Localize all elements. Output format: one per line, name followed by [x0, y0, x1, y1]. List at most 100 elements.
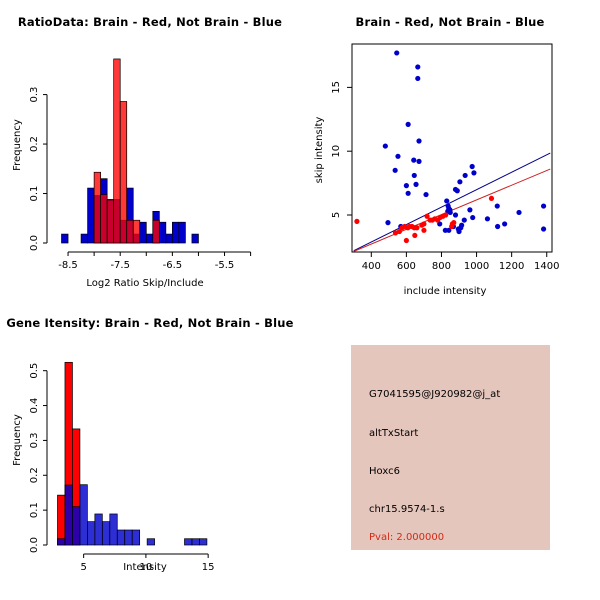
gene-bars: [57, 361, 208, 546]
scatter-xtick-label: 800: [432, 261, 451, 272]
info-probe-id: G7041595@J920982@j_at: [369, 389, 501, 400]
gene-ytick-label: 0.5: [29, 363, 40, 379]
ratio-x-axis: -8.5 -7.5 -6.5 -5.5: [58, 251, 252, 271]
ratio-ytick-label: 0.3: [29, 87, 40, 103]
gene-bar-notbrain: [87, 521, 96, 546]
scatter-point-notbrain: [416, 138, 422, 144]
gene-bar-notbrain: [199, 538, 208, 546]
gene-bar-notbrain: [146, 538, 155, 546]
gene-xtick-label: 15: [202, 562, 215, 573]
ratio-bar-brain: [132, 219, 141, 244]
ratio-xtick-label: -6.5: [163, 260, 183, 271]
gene-bar-notbrain: [64, 484, 73, 546]
scatter-point-notbrain: [411, 157, 417, 163]
scatter-point-notbrain: [385, 220, 391, 226]
scatter-point-notbrain: [405, 190, 411, 196]
panel-ratio-histogram: RatioData: Brain - Red, Not Brain - Blue…: [0, 0, 300, 300]
ratio-bar-notbrain: [172, 221, 180, 244]
ratio-bar-notbrain: [165, 233, 173, 244]
scatter-point-brain: [421, 221, 427, 227]
scatter-point-notbrain: [405, 121, 411, 127]
ratio-ytick-label: 0.1: [29, 186, 40, 202]
info-locus: chr15.9574-1.s: [369, 504, 445, 515]
scatter-fit-line: [353, 152, 551, 252]
scatter-point-notbrain: [454, 188, 460, 194]
scatter-point-brain: [488, 195, 495, 202]
ratio-bar-notbrain: [80, 233, 88, 244]
scatter-point-notbrain: [394, 50, 400, 56]
scatter-ytick-label: 5: [331, 212, 342, 218]
scatter-point-notbrain: [457, 179, 463, 185]
gene-y-axis: 0.0 0.1 0.2 0.3 0.4 0.5: [29, 363, 48, 553]
scatter-point-notbrain: [452, 212, 459, 218]
gene-bar-notbrain: [57, 538, 66, 546]
gene-bar-notbrain: [94, 513, 103, 546]
gene-bar-notbrain: [101, 521, 111, 546]
ratio-bar-notbrain: [178, 221, 186, 244]
ratio-bar-notbrain: [61, 233, 69, 244]
scatter-point-notbrain: [470, 214, 476, 221]
ratio-histogram-title: RatioData: Brain - Red, Not Brain - Blue: [17, 15, 283, 29]
scatter-title: Brain - Red, Not Brain - Blue: [355, 15, 545, 29]
gene-bar-notbrain: [131, 529, 141, 546]
scatter-point-notbrain: [423, 191, 429, 198]
ratio-bars: [61, 58, 199, 244]
scatter-point-notbrain: [415, 64, 421, 70]
gene-info-panel: G7041595@J920982@j_at altTxStart Hoxc6 c…: [351, 345, 550, 550]
gene-histogram-xlabel: Intensity: [123, 562, 167, 573]
scatter-y-axis: 5 10 15: [331, 81, 352, 218]
scatter-point-notbrain: [444, 198, 450, 204]
gene-histogram-title: Gene Itensity: Brain - Red, Not Brain - …: [6, 316, 294, 330]
panel-gene-histogram: Gene Itensity: Brain - Red, Not Brain - …: [0, 300, 300, 600]
gene-bar-notbrain: [72, 506, 81, 546]
scatter-xtick-label: 1200: [499, 261, 524, 272]
ratio-bar-brain: [100, 194, 108, 244]
ratio-bar-brain: [152, 219, 160, 244]
gene-xtick-label: 5: [80, 562, 86, 573]
scatter-point-brain: [451, 220, 457, 226]
ratio-bar-brain: [113, 58, 121, 244]
ratio-bar-brain: [93, 171, 101, 244]
gene-ytick-label: 0.4: [29, 398, 40, 414]
ratio-bar-notbrain: [191, 233, 199, 244]
scatter-xtick-label: 1000: [464, 261, 489, 272]
scatter-point-notbrain: [392, 167, 398, 173]
scatter-point-brain: [414, 225, 420, 231]
scatter-xtick-label: 400: [362, 261, 381, 272]
scatter-point-notbrain: [471, 170, 477, 176]
ratio-bar-brain: [126, 219, 134, 244]
ratio-bar-notbrain: [87, 187, 95, 244]
gene-bar-notbrain: [116, 529, 126, 546]
scatter-point-notbrain: [447, 209, 453, 216]
gene-xtick-label: 10: [140, 562, 153, 573]
scatter-point-notbrain: [516, 209, 522, 216]
gene-bar-notbrain: [124, 529, 133, 546]
scatter-point-notbrain: [403, 183, 409, 189]
gene-ytick-label: 0.1: [29, 502, 40, 518]
scatter-point-notbrain: [469, 163, 475, 170]
scatter-ytick-label: 15: [331, 81, 342, 94]
scatter-point-brain: [403, 237, 409, 244]
scatter-point-notbrain: [540, 203, 547, 209]
scatter-point-notbrain: [446, 227, 452, 233]
gene-x-axis: 5 10 15: [80, 553, 215, 573]
scatter-point-notbrain: [416, 158, 422, 164]
gene-bar-notbrain: [191, 538, 200, 546]
panel-intensity-scatter: Brain - Red, Not Brain - Blue include in…: [300, 0, 600, 300]
scatter-xtick-label: 1400: [534, 261, 559, 272]
gene-ytick-label: 0.2: [29, 467, 40, 483]
scatter-point-notbrain: [413, 181, 419, 187]
ratio-xtick-label: -5.5: [215, 260, 235, 271]
gene-bar-notbrain: [184, 538, 193, 546]
scatter-point-notbrain: [415, 75, 421, 82]
gene-ytick-label: 0.0: [29, 537, 40, 553]
ratio-xtick-label: -8.5: [58, 260, 78, 271]
info-gene-symbol: Hoxc6: [369, 466, 400, 477]
scatter-ytick-label: 10: [331, 145, 342, 158]
scatter-frame: [351, 43, 553, 253]
scatter-point-notbrain: [484, 216, 491, 222]
ratio-bar-notbrain: [139, 221, 147, 244]
scatter-content: [353, 50, 551, 252]
scatter-point-notbrain: [395, 153, 401, 159]
